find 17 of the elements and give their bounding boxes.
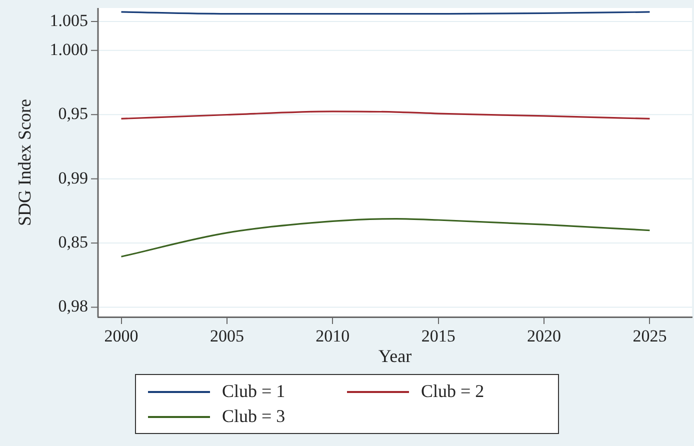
text: 0,85 [58, 232, 88, 252]
legend-label: Club = 2 [421, 381, 484, 402]
x-axis-title: Year [378, 346, 412, 366]
x-tick-label: 2020 [527, 326, 562, 346]
y-axis-title: SDG Index Score [14, 99, 35, 226]
text: 0,95 [58, 104, 88, 124]
x-tick-label: 2025 [632, 326, 667, 346]
text: 0,99 [58, 168, 88, 188]
text: 1.000 [50, 40, 88, 59]
legend-label: Club = 3 [222, 406, 286, 427]
x-tick-label: 2010 [316, 326, 350, 346]
x-tick-label: 2005 [210, 326, 244, 346]
x-tick-label: 2000 [104, 326, 138, 346]
text: 0,98 [58, 296, 88, 316]
x-tick-label: 2015 [421, 326, 456, 346]
text: 1.005 [50, 10, 88, 30]
legend-label: Club = 1 [222, 381, 286, 402]
